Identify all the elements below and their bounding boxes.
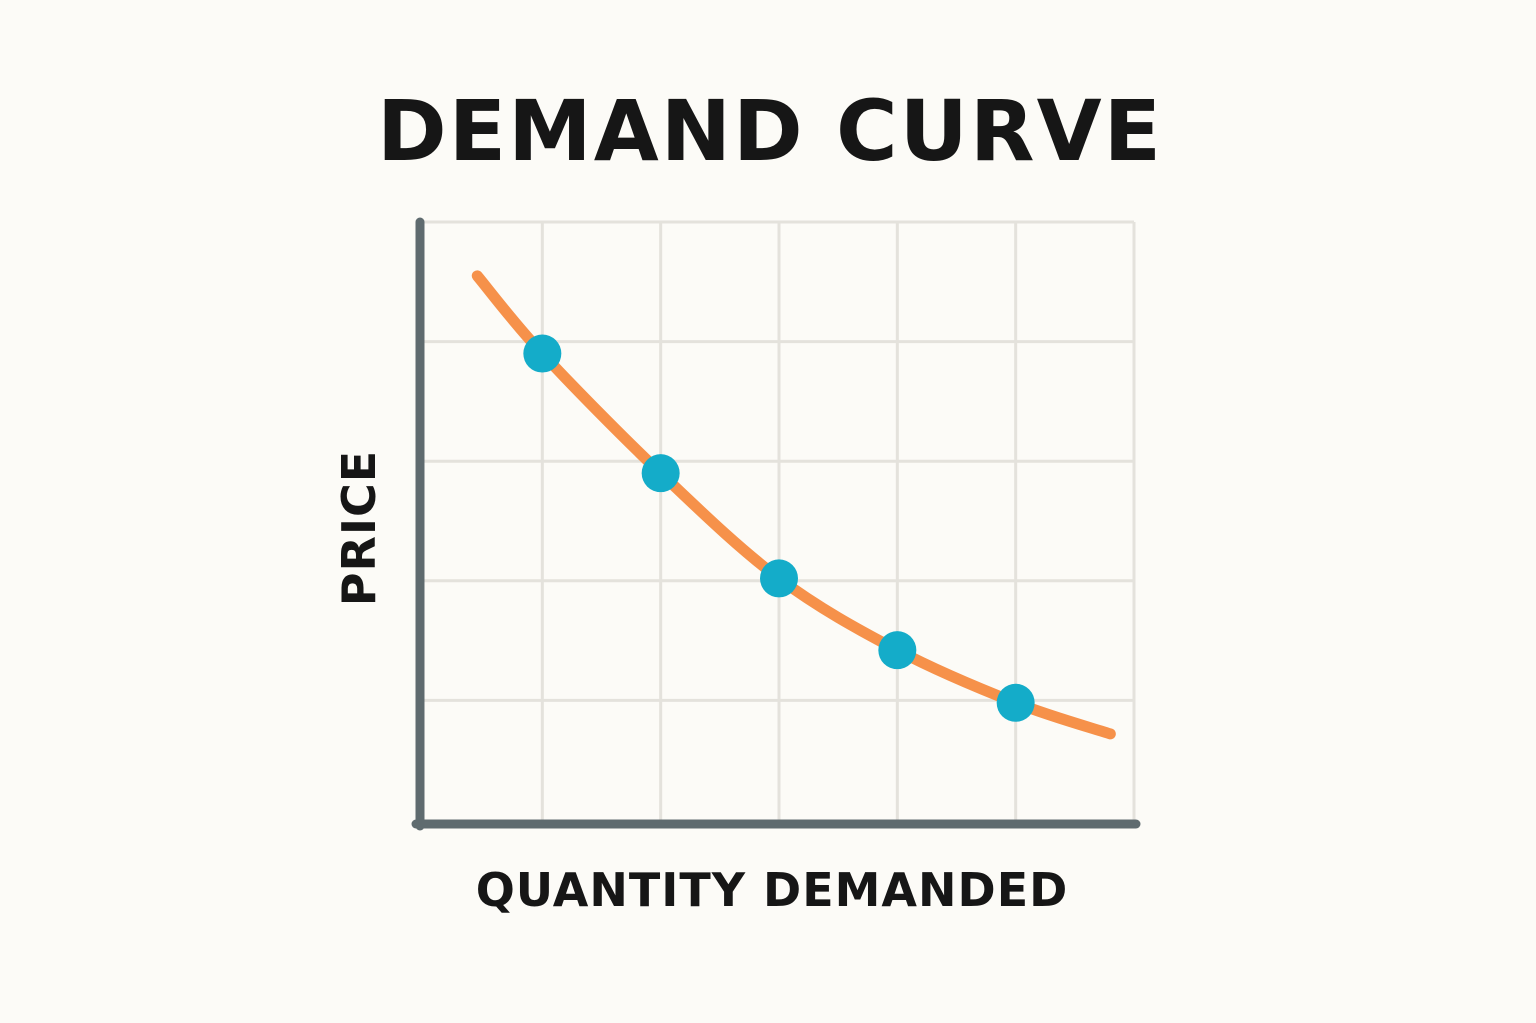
data-point bbox=[996, 683, 1035, 722]
data-point bbox=[641, 454, 680, 493]
x-axis-label: QUANTITY DEMANDED bbox=[476, 863, 1069, 917]
data-point bbox=[878, 631, 917, 670]
chart-title: DEMAND CURVE bbox=[377, 82, 1163, 180]
grid bbox=[424, 220, 1136, 820]
data-point bbox=[523, 334, 562, 373]
data-points bbox=[523, 334, 1035, 722]
data-point bbox=[760, 559, 798, 598]
y-axis-label: PRICE bbox=[332, 450, 386, 606]
